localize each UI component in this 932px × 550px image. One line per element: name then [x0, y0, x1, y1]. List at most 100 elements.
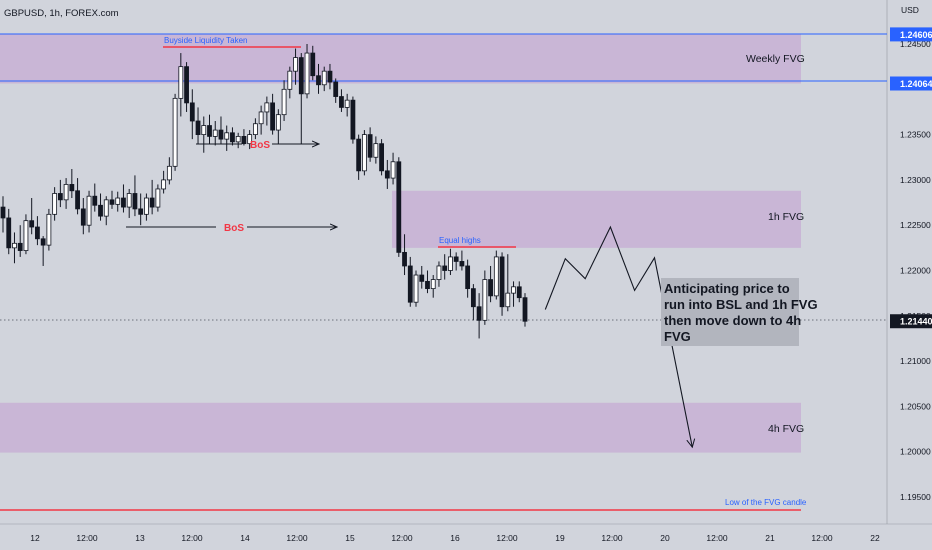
candle-body — [407, 265, 413, 303]
price-tick-label: 1.20000 — [900, 447, 931, 457]
candle-body — [138, 208, 144, 215]
bos-label-upper: BoS — [250, 140, 270, 151]
price-badge — [890, 76, 932, 91]
candle-body — [63, 184, 69, 201]
fvg-zones — [0, 34, 801, 453]
candle-body — [361, 134, 367, 172]
time-axis-ticks: 12 12:00 13 12:00 14 12:00 15 12:00 16 12:00 19 12:… — [30, 533, 880, 543]
candle-body — [201, 125, 207, 136]
candle-body — [69, 184, 75, 192]
time-tick-label: 12:00 — [496, 533, 518, 543]
fvg-zone — [0, 34, 801, 84]
candle-body — [505, 292, 511, 308]
price-badge-label: 1.21440 — [900, 317, 932, 327]
candle-body — [350, 99, 356, 140]
time-tick-label: 12:00 — [181, 533, 203, 543]
candle-body — [52, 193, 58, 215]
candle-body — [109, 199, 115, 205]
candle-body — [465, 265, 471, 290]
candle-body — [425, 280, 430, 290]
candle-body — [207, 125, 212, 137]
time-tick-label: 13 — [135, 533, 145, 543]
candle-body — [23, 220, 29, 251]
candle-body — [511, 286, 516, 294]
candle-body — [281, 88, 287, 116]
candle-body — [103, 199, 109, 217]
candle-body — [344, 99, 350, 108]
price-tick-label: 1.20500 — [900, 401, 931, 411]
candle-body — [235, 136, 241, 143]
candle-body — [86, 195, 92, 226]
callout-line-1: Anticipating price to — [664, 281, 790, 296]
time-axis-background[interactable] — [0, 524, 932, 550]
time-tick-label: 12:00 — [76, 533, 98, 543]
candle-body — [247, 134, 253, 145]
time-tick-label: 12 — [30, 533, 40, 543]
time-tick-label: 12:00 — [706, 533, 728, 543]
price-tick-label: 1.23000 — [900, 175, 931, 185]
candle-body — [413, 274, 419, 303]
candle-body — [17, 242, 23, 251]
price-badge-label: 1.24064 — [900, 79, 932, 89]
price-tick-label: 1.24500 — [900, 39, 931, 49]
candle-body — [470, 288, 476, 308]
candle-body — [373, 143, 379, 158]
callout-line-3: then move down to 4h — [664, 313, 801, 328]
candle-body — [80, 208, 86, 226]
candle-body — [166, 165, 172, 181]
time-tick-label: 22 — [870, 533, 880, 543]
candle-body — [75, 190, 80, 210]
callout-line-2: run into BSL and 1h FVG — [664, 297, 818, 312]
candle-body — [270, 102, 276, 131]
candle-body — [155, 188, 161, 208]
candle-body — [126, 193, 132, 208]
candle-body — [402, 251, 407, 267]
candle-body — [327, 70, 333, 83]
candle-body — [29, 220, 35, 228]
candle-body — [161, 179, 167, 190]
time-tick-label: 12:00 — [601, 533, 623, 543]
time-tick-label: 19 — [555, 533, 565, 543]
candle-body — [384, 170, 390, 179]
price-tick-label: 1.23500 — [900, 130, 931, 140]
candle-body — [178, 66, 184, 99]
candle-body — [92, 195, 98, 206]
candle-body — [189, 102, 195, 122]
fvg-zone — [392, 190, 801, 248]
price-tick-label: 1.21000 — [900, 356, 931, 366]
candle-body — [293, 57, 298, 72]
candle-body — [121, 197, 126, 208]
candle-body — [6, 217, 12, 249]
candle-body — [476, 306, 482, 321]
candle-body — [241, 136, 247, 145]
candle-body — [184, 66, 189, 104]
time-tick-label: 15 — [345, 533, 355, 543]
candle-body — [493, 256, 499, 297]
candle-body — [339, 96, 344, 108]
h1-fvg-label: 1h FVG — [768, 211, 804, 223]
candle-body — [132, 193, 138, 210]
callout-box[interactable] — [661, 278, 799, 346]
h4-fvg-label: 4h FVG — [768, 423, 804, 435]
time-tick-label: 14 — [240, 533, 250, 543]
candle-body — [218, 129, 224, 140]
time-tick-label: 12:00 — [811, 533, 833, 543]
time-tick-label: 16 — [450, 533, 460, 543]
candle-body — [0, 206, 6, 219]
bos-label-lower: BoS — [224, 223, 244, 234]
candle-body — [396, 161, 402, 253]
fvg-low-label: Low of the FVG candle — [725, 498, 807, 507]
candle-body — [35, 226, 40, 240]
equal-highs-label: Equal highs — [439, 236, 481, 245]
time-tick-label: 20 — [660, 533, 670, 543]
bsl-taken-label: Buyside Liquidity Taken — [164, 36, 247, 45]
fvg-zone — [0, 402, 801, 453]
candle-body — [46, 213, 52, 246]
candle-body — [430, 279, 436, 290]
candle-body — [419, 274, 425, 282]
projected-path[interactable] — [544, 225, 692, 447]
candle-body — [304, 52, 310, 95]
candle-body — [264, 102, 270, 113]
candle-body — [436, 265, 442, 280]
